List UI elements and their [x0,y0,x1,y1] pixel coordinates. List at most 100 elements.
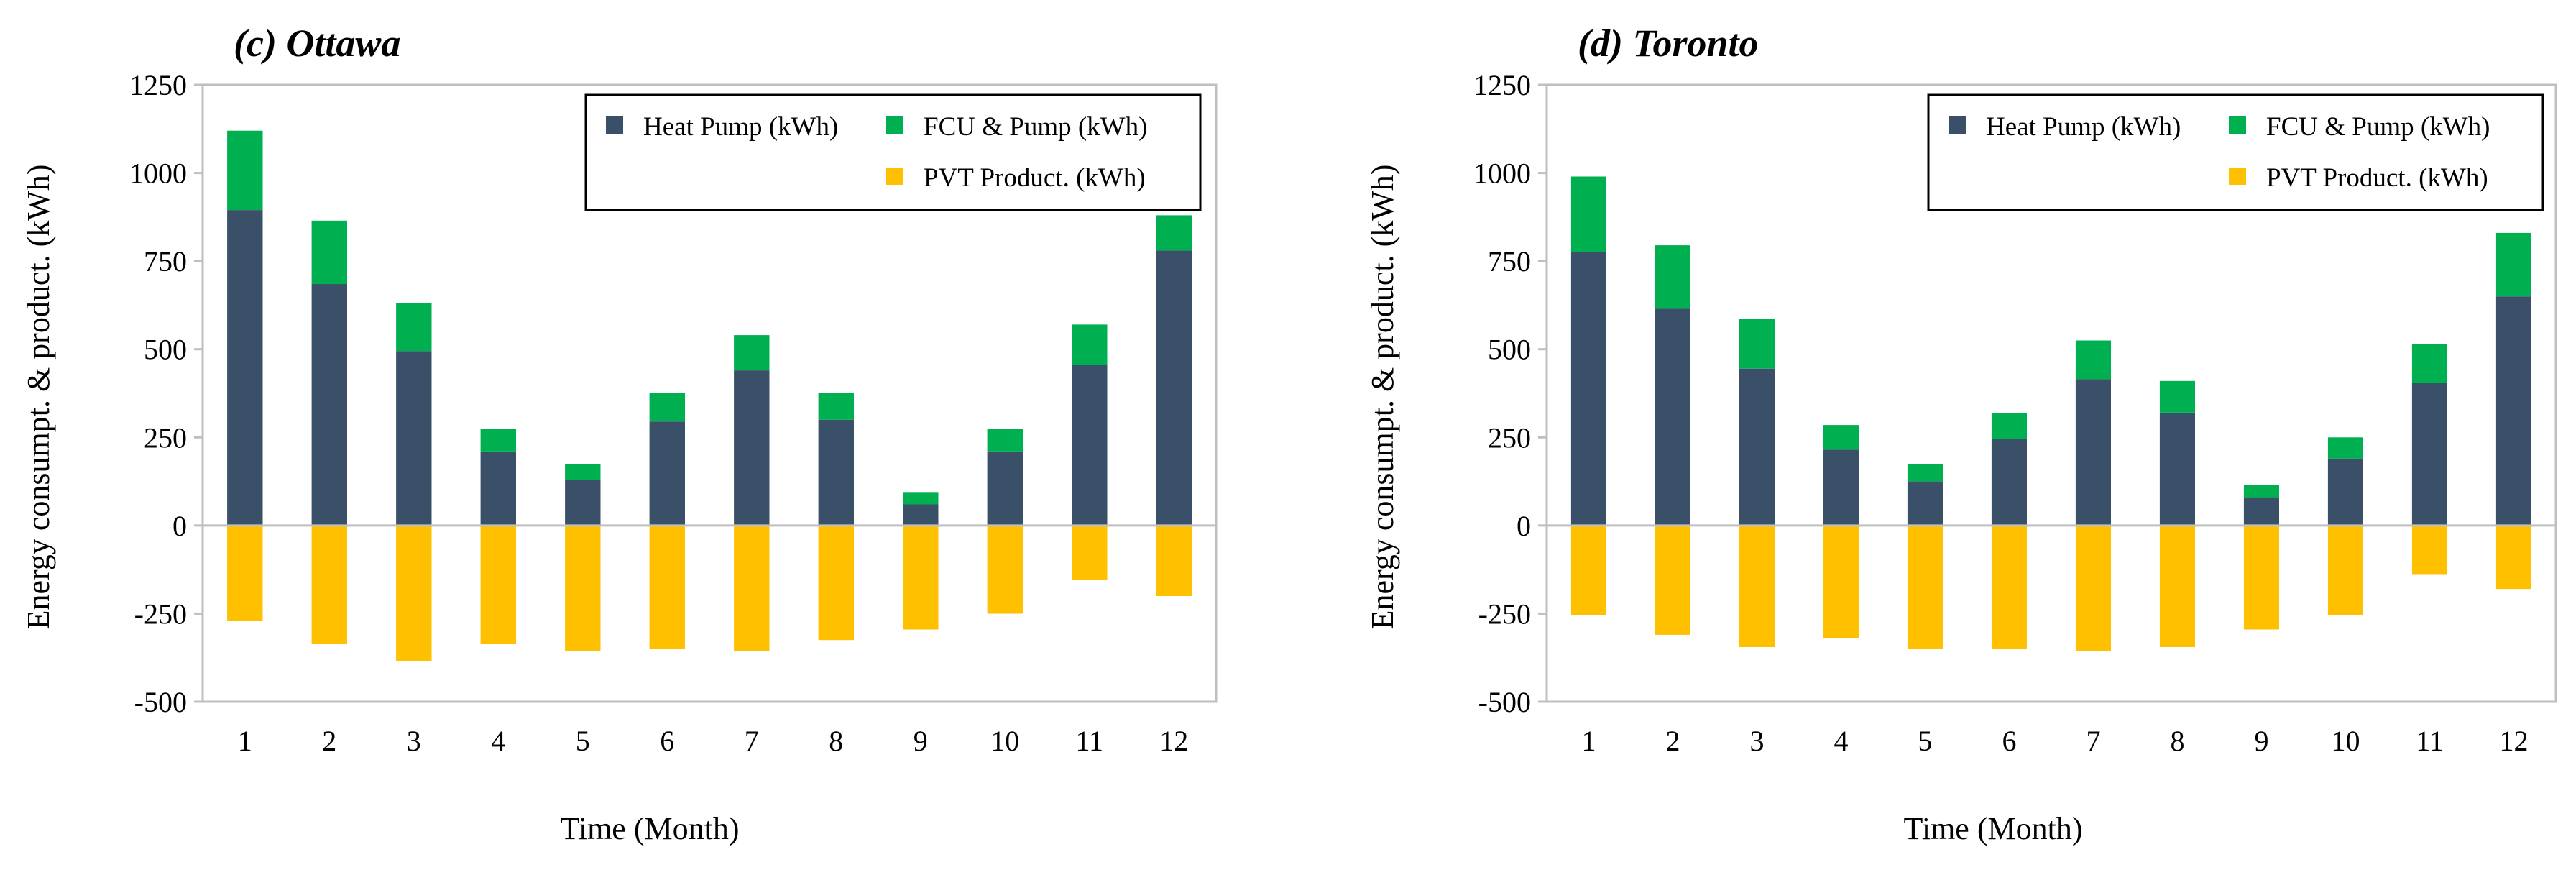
legend: Heat Pump (kWh) FCU & Pump (kWh) PVT Pro… [584,93,1202,211]
legend-swatch-fcu-pump [886,116,903,134]
legend-swatch-pvt-product [886,168,903,185]
bar-heat-pump-month-2 [311,284,347,526]
bar-heat-pump-month-11 [2411,383,2447,526]
bar-pvt-product-month-2 [1655,525,1690,635]
x-tick-label: 9 [2255,725,2269,757]
y-tick-labels: 1250 1000 750 500 250 0 -250 -500 [1473,69,1531,718]
y-tick-label: 1250 [129,69,187,101]
bar-pvt-product-month-10 [987,525,1023,614]
bar-fcu-pump-month-10 [987,429,1023,452]
x-tick-label: 10 [2332,725,2360,757]
bar-heat-pump-month-6 [1991,439,2027,526]
y-tick-label: 1000 [1473,157,1531,190]
x-tick-label: 8 [2171,725,2185,757]
bar-fcu-pump-month-6 [649,393,685,422]
chart-title: (d) Toronto [1578,22,1759,65]
bar-pvt-product-month-8 [2159,525,2195,647]
x-tick-label: 4 [1834,725,1849,757]
bar-heat-pump-month-3 [396,351,432,526]
x-tick-label: 12 [1159,725,1188,757]
legend-label-pvt-product: PVT Product. (kWh) [2266,163,2488,193]
x-tick-label: 4 [491,725,505,757]
x-tick-label: 8 [829,725,843,757]
bar-heat-pump-month-2 [1655,308,1690,526]
bar-pvt-product-month-10 [2327,525,2363,615]
bar-heat-pump-month-10 [987,451,1023,526]
x-tick-label: 3 [1750,725,1765,757]
bar-fcu-pump-month-9 [903,492,939,505]
y-tick-label: 750 [144,245,187,278]
bar-heat-pump-month-11 [1072,365,1108,526]
bar-heat-pump-month-1 [1570,252,1606,526]
y-tick-label: 250 [1488,421,1531,454]
bar-pvt-product-month-4 [480,525,516,644]
chart-toronto: (d) Toronto Energy consumpt. & product. … [1365,22,2557,846]
x-tick-label: 7 [745,725,759,757]
bar-pvt-product-month-3 [396,525,432,661]
x-tick-label: 2 [322,725,336,757]
plot-frame [201,83,1218,703]
bar-fcu-pump-month-1 [227,130,263,210]
bar-pvt-product-month-11 [2411,525,2447,575]
bar-pvt-product-month-9 [2243,525,2279,630]
bars [1570,176,2531,651]
x-tick-labels: 1 2 3 4 5 6 7 8 9 10 11 12 [238,725,1189,757]
y-tick-label: 500 [1488,334,1531,366]
y-tick-label: 750 [1488,245,1531,278]
legend-swatch-heat-pump [606,116,623,134]
bar-heat-pump-month-5 [565,480,601,526]
bar-fcu-pump-month-10 [2327,437,2363,459]
x-tick-label: 7 [2087,725,2101,757]
x-tick-label: 5 [576,725,590,757]
axes [1538,83,2557,703]
y-tick-label: -250 [1478,597,1531,630]
x-tick-label: 9 [914,725,928,757]
bar-fcu-pump-month-5 [1907,464,1943,482]
legend-label-heat-pump: Heat Pump (kWh) [1986,112,2181,142]
legend-label-fcu-pump: FCU & Pump (kWh) [2266,112,2490,142]
chart-title: (c) Ottawa [234,22,400,65]
plot-frame [1545,83,2557,703]
bar-pvt-product-month-8 [818,525,854,641]
bar-heat-pump-month-12 [2496,296,2531,526]
y-tick-labels: 1250 1000 750 500 250 0 -250 -500 [129,69,187,718]
x-tick-label: 1 [1582,725,1596,757]
legend-swatch-fcu-pump [2229,116,2246,134]
bar-heat-pump-month-9 [2243,497,2279,526]
bar-heat-pump-month-4 [1823,449,1859,526]
x-tick-label: 6 [660,725,674,757]
x-tick-label: 12 [2500,725,2529,757]
x-axis-label: Time (Month) [1904,811,2083,846]
bar-fcu-pump-month-12 [2496,232,2531,297]
bar-pvt-product-month-1 [227,525,263,621]
y-tick-label: 0 [1517,510,1531,542]
bar-pvt-product-month-12 [1156,525,1192,596]
bar-fcu-pump-month-9 [2243,485,2279,498]
bar-fcu-pump-month-3 [396,303,432,352]
bar-heat-pump-month-9 [903,504,939,526]
bar-pvt-product-month-6 [1991,525,2027,649]
bar-pvt-product-month-3 [1739,525,1775,647]
bar-pvt-product-month-6 [649,525,685,649]
bar-heat-pump-month-5 [1907,481,1943,526]
bar-fcu-pump-month-3 [1739,319,1775,369]
legend-label-fcu-pump: FCU & Pump (kWh) [924,112,1147,142]
bar-pvt-product-month-5 [565,525,601,651]
bar-heat-pump-month-8 [818,419,854,526]
x-axis-label: Time (Month) [561,811,740,846]
bar-pvt-product-month-9 [903,525,939,630]
y-tick-label: -500 [1478,686,1531,718]
bar-fcu-pump-month-8 [818,393,854,420]
bar-pvt-product-month-5 [1907,525,1943,649]
legend-swatch-pvt-product [2229,168,2246,185]
bar-heat-pump-month-10 [2327,458,2363,526]
bar-fcu-pump-month-7 [734,335,770,371]
bar-pvt-product-month-7 [734,525,770,651]
bar-fcu-pump-month-2 [1655,245,1690,309]
y-tick-label: 250 [144,421,187,454]
bar-fcu-pump-month-12 [1156,215,1192,251]
x-tick-label: 11 [1076,725,1104,757]
bar-heat-pump-month-3 [1739,368,1775,526]
legend-label-heat-pump: Heat Pump (kWh) [643,112,838,142]
